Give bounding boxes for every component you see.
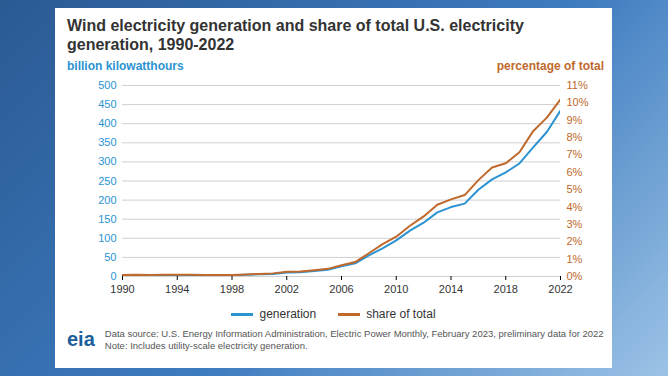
svg-text:500: 500 xyxy=(98,79,116,91)
svg-text:8%: 8% xyxy=(567,131,583,143)
svg-text:11%: 11% xyxy=(567,79,588,91)
html-text:Note: Includes utility-scale e: Note: Includes utility-scale electricity… xyxy=(104,340,308,351)
svg-text:2006: 2006 xyxy=(329,283,353,295)
svg-text:100: 100 xyxy=(98,232,116,244)
svg-text:6%: 6% xyxy=(567,166,583,178)
svg-text:10%: 10% xyxy=(567,96,589,108)
svg-text:0: 0 xyxy=(110,270,116,282)
svg-text:2014: 2014 xyxy=(439,283,463,295)
svg-text:1994: 1994 xyxy=(165,283,189,295)
html-text:generation: generation xyxy=(259,307,317,321)
svg-text:450: 450 xyxy=(98,98,116,110)
svg-text:2%: 2% xyxy=(567,235,583,247)
svg-text:350: 350 xyxy=(98,136,116,148)
svg-text:300: 300 xyxy=(98,155,116,167)
svg-text:1990: 1990 xyxy=(110,283,134,295)
svg-text:400: 400 xyxy=(98,117,116,129)
svg-text:150: 150 xyxy=(98,213,116,225)
html-text:Data source: U.S. Energy Infor: Data source: U.S. Energy Information Adm… xyxy=(104,328,604,339)
html-text:percentage of total: percentage of total xyxy=(496,59,604,73)
svg-text:0%: 0% xyxy=(567,270,583,282)
svg-text:4%: 4% xyxy=(567,201,583,213)
html-text:share of total: share of total xyxy=(366,307,436,321)
html-text:eia: eia xyxy=(67,328,95,350)
svg-text:1%: 1% xyxy=(567,253,583,265)
svg-text:5%: 5% xyxy=(567,183,583,195)
svg-text:2018: 2018 xyxy=(494,283,518,295)
svg-text:2002: 2002 xyxy=(275,283,299,295)
svg-text:3%: 3% xyxy=(567,218,583,230)
svg-text:7%: 7% xyxy=(567,148,583,160)
svg-text:9%: 9% xyxy=(567,114,583,126)
svg-text:50: 50 xyxy=(104,251,116,263)
svg-text:1998: 1998 xyxy=(220,283,244,295)
svg-text:250: 250 xyxy=(98,175,116,187)
html-text:Wind electricity generation an: Wind electricity generation and share of… xyxy=(67,17,524,53)
svg-text:200: 200 xyxy=(98,194,116,206)
svg-text:2010: 2010 xyxy=(384,283,408,295)
html-text:billion kilowatthours: billion kilowatthours xyxy=(67,59,184,73)
svg-text:2022: 2022 xyxy=(548,283,572,295)
